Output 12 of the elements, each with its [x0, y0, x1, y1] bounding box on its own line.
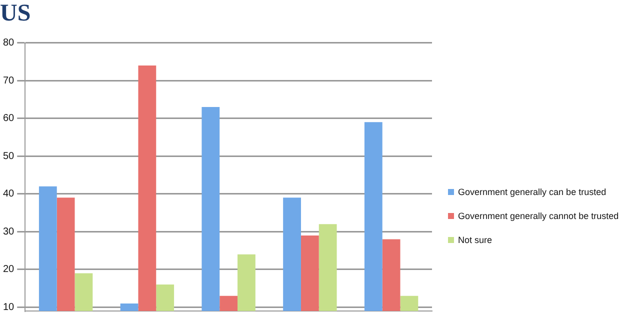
y-tick-label: 30: [3, 226, 15, 238]
y-tick-label: 50: [3, 150, 15, 162]
legend-label: Not sure: [458, 235, 492, 245]
y-tick-label: 60: [3, 113, 15, 124]
legend-label: Government generally cannot be trusted: [458, 211, 619, 221]
chart-title: US: [0, 0, 31, 27]
y-tick-label: 70: [3, 75, 15, 86]
y-tick-label: 10: [3, 302, 15, 313]
y-tick-label: 40: [3, 188, 15, 200]
y-tick-label: 80: [3, 38, 15, 49]
y-tick-label: 20: [3, 264, 15, 276]
legend-label: Government generally can be trusted: [458, 187, 606, 197]
